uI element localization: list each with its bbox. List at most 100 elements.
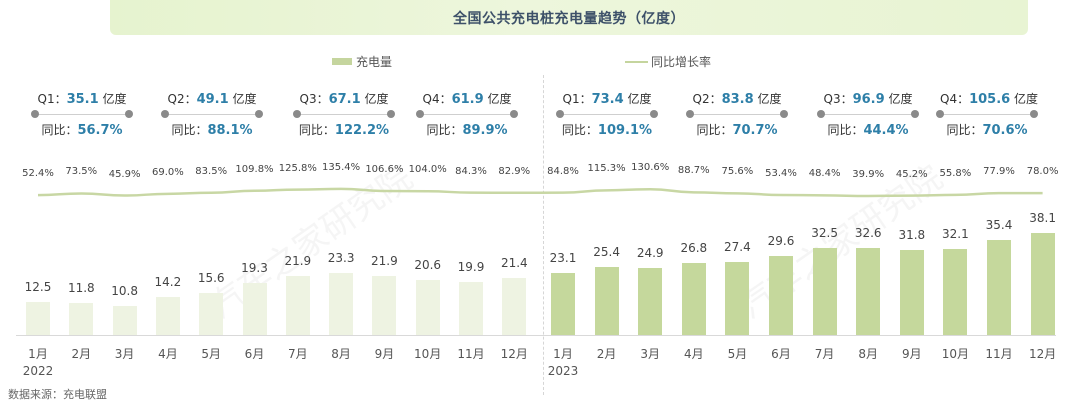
growth-rate-label: 45.2% [895,168,928,180]
title-banner: 全国公共充电桩充电量趋势（亿度） [110,0,1028,35]
quarter-name: Q1： [37,92,67,106]
quarter-unit: 亿度 [1010,92,1039,106]
bar-value-label: 10.8 [111,284,138,299]
year-label: 2023 [547,364,579,378]
growth-rate-label: 84.3% [455,165,487,177]
bar-value-label: 25.4 [593,244,620,259]
quarter-connector [35,114,129,115]
bar-value-label: 15.6 [197,271,225,286]
growth-line-path [37,187,1043,198]
yoy-value: 56.7% [77,123,123,138]
quarter-summary: Q3：67.1 亿度 同比：122.2% [293,90,395,140]
quarter-value: Q1：73.4 亿度 [560,90,654,107]
bar [943,248,968,335]
bar-value-label: 20.6 [414,257,442,272]
x-axis-label: 5月 [727,347,748,361]
yoy-label: 同比： [946,123,983,137]
quarter-unit: 亿度 [483,92,512,106]
quarter-summary: Q1：35.1 亿度 同比：56.7% [31,90,133,140]
quarter-amount: 35.1 [66,92,99,107]
quarter-amount: 73.4 [591,92,624,107]
x-axis-label: 6月 [244,347,265,361]
yoy-value: 44.4% [863,123,909,138]
bar [155,296,180,335]
dot-icon [1030,110,1038,118]
quarter-unit: 亿度 [228,92,257,106]
bar [69,303,94,335]
quarter-name: Q4： [940,92,970,106]
bar-value-label: 31.8 [898,227,926,242]
x-axis-label: 7月 [287,347,308,361]
quarter-connector [690,114,784,115]
quarter-yoy: 同比：70.7% [690,121,784,138]
legend-label-line: 同比增长率 [651,55,712,69]
growth-rate-label: 77.9% [983,166,1015,178]
dot-icon [650,110,658,118]
growth-rate-label: 53.4% [765,167,797,179]
x-axis-label: 7月 [814,347,835,361]
yoy-value: 70.6% [982,123,1028,138]
growth-rate-label: 48.4% [808,168,841,180]
quarter-unit: 亿度 [360,92,389,106]
growth-rate-label: 73.5% [65,166,98,178]
quarter-yoy: 同比：122.2% [297,121,391,138]
bar [594,266,619,335]
quarter-unit: 亿度 [884,92,913,106]
x-axis-label: 3月 [114,347,135,361]
quarter-unit: 亿度 [98,92,127,106]
bar-value-label: 24.9 [636,246,664,261]
bar-value-label: 21.9 [284,254,312,269]
bar-value-label: 32.1 [942,226,969,241]
bar [112,306,137,335]
x-axis-label: 4月 [158,347,178,361]
bar-value-label: 35.4 [985,218,1013,233]
quarter-summary: Q4：105.6 亿度 同比：70.6% [936,90,1038,140]
legend-item-bar: 充电量 [332,53,392,70]
yoy-label: 同比： [41,123,78,137]
growth-rate-label: 69.0% [152,166,184,178]
x-axis-label: 3月 [640,347,661,361]
growth-rate-label: 84.8% [547,165,579,177]
growth-rate-label: 39.9% [852,169,885,180]
quarter-name: Q2： [692,92,722,106]
quarter-yoy: 同比：56.7% [35,121,129,138]
x-axis-line [16,335,1056,336]
dot-icon [817,110,825,118]
bar [285,276,310,335]
quarter-amount: 67.1 [328,92,361,107]
bar-value-label: 21.9 [371,254,398,269]
growth-rate-label: 104.0% [408,164,447,176]
bar [242,283,267,335]
data-source: 数据来源：充电联盟 [8,388,107,401]
bar [551,273,575,335]
growth-rate-label: 45.9% [108,168,141,180]
dot-icon [416,110,424,118]
quarter-yoy: 同比：44.4% [821,121,915,138]
bar-swatch-icon [332,58,352,65]
quarter-unit: 亿度 [623,92,652,106]
yoy-value: 88.1% [207,123,253,138]
yoy-label: 同比： [171,123,208,137]
bar [1030,232,1055,335]
growth-rate-label: 109.8% [235,163,274,175]
x-axis-label: 1月 [553,347,573,361]
quarter-connector [297,114,391,115]
growth-rate-label: 83.5% [195,165,228,177]
quarter-connector [420,114,514,115]
legend-item-line: 同比增长率 [625,53,711,70]
yoy-value: 122.2% [334,123,390,138]
growth-rate-label: 75.6% [721,166,754,178]
bar [372,276,397,335]
bar-value-label: 38.1 [1029,210,1056,225]
x-axis-label: 9月 [374,347,395,361]
quarter-summary: Q2：49.1 亿度 同比：88.1% [161,90,263,140]
bar [769,255,793,335]
dot-icon [31,110,39,118]
quarter-value: Q1：35.1 亿度 [35,90,129,107]
quarter-unit: 亿度 [753,92,782,106]
bar [987,240,1011,335]
bar-value-label: 27.4 [724,239,751,254]
quarter-amount: 61.9 [451,92,484,107]
quarter-summary: Q4：61.9 亿度 同比：89.9% [416,90,518,140]
